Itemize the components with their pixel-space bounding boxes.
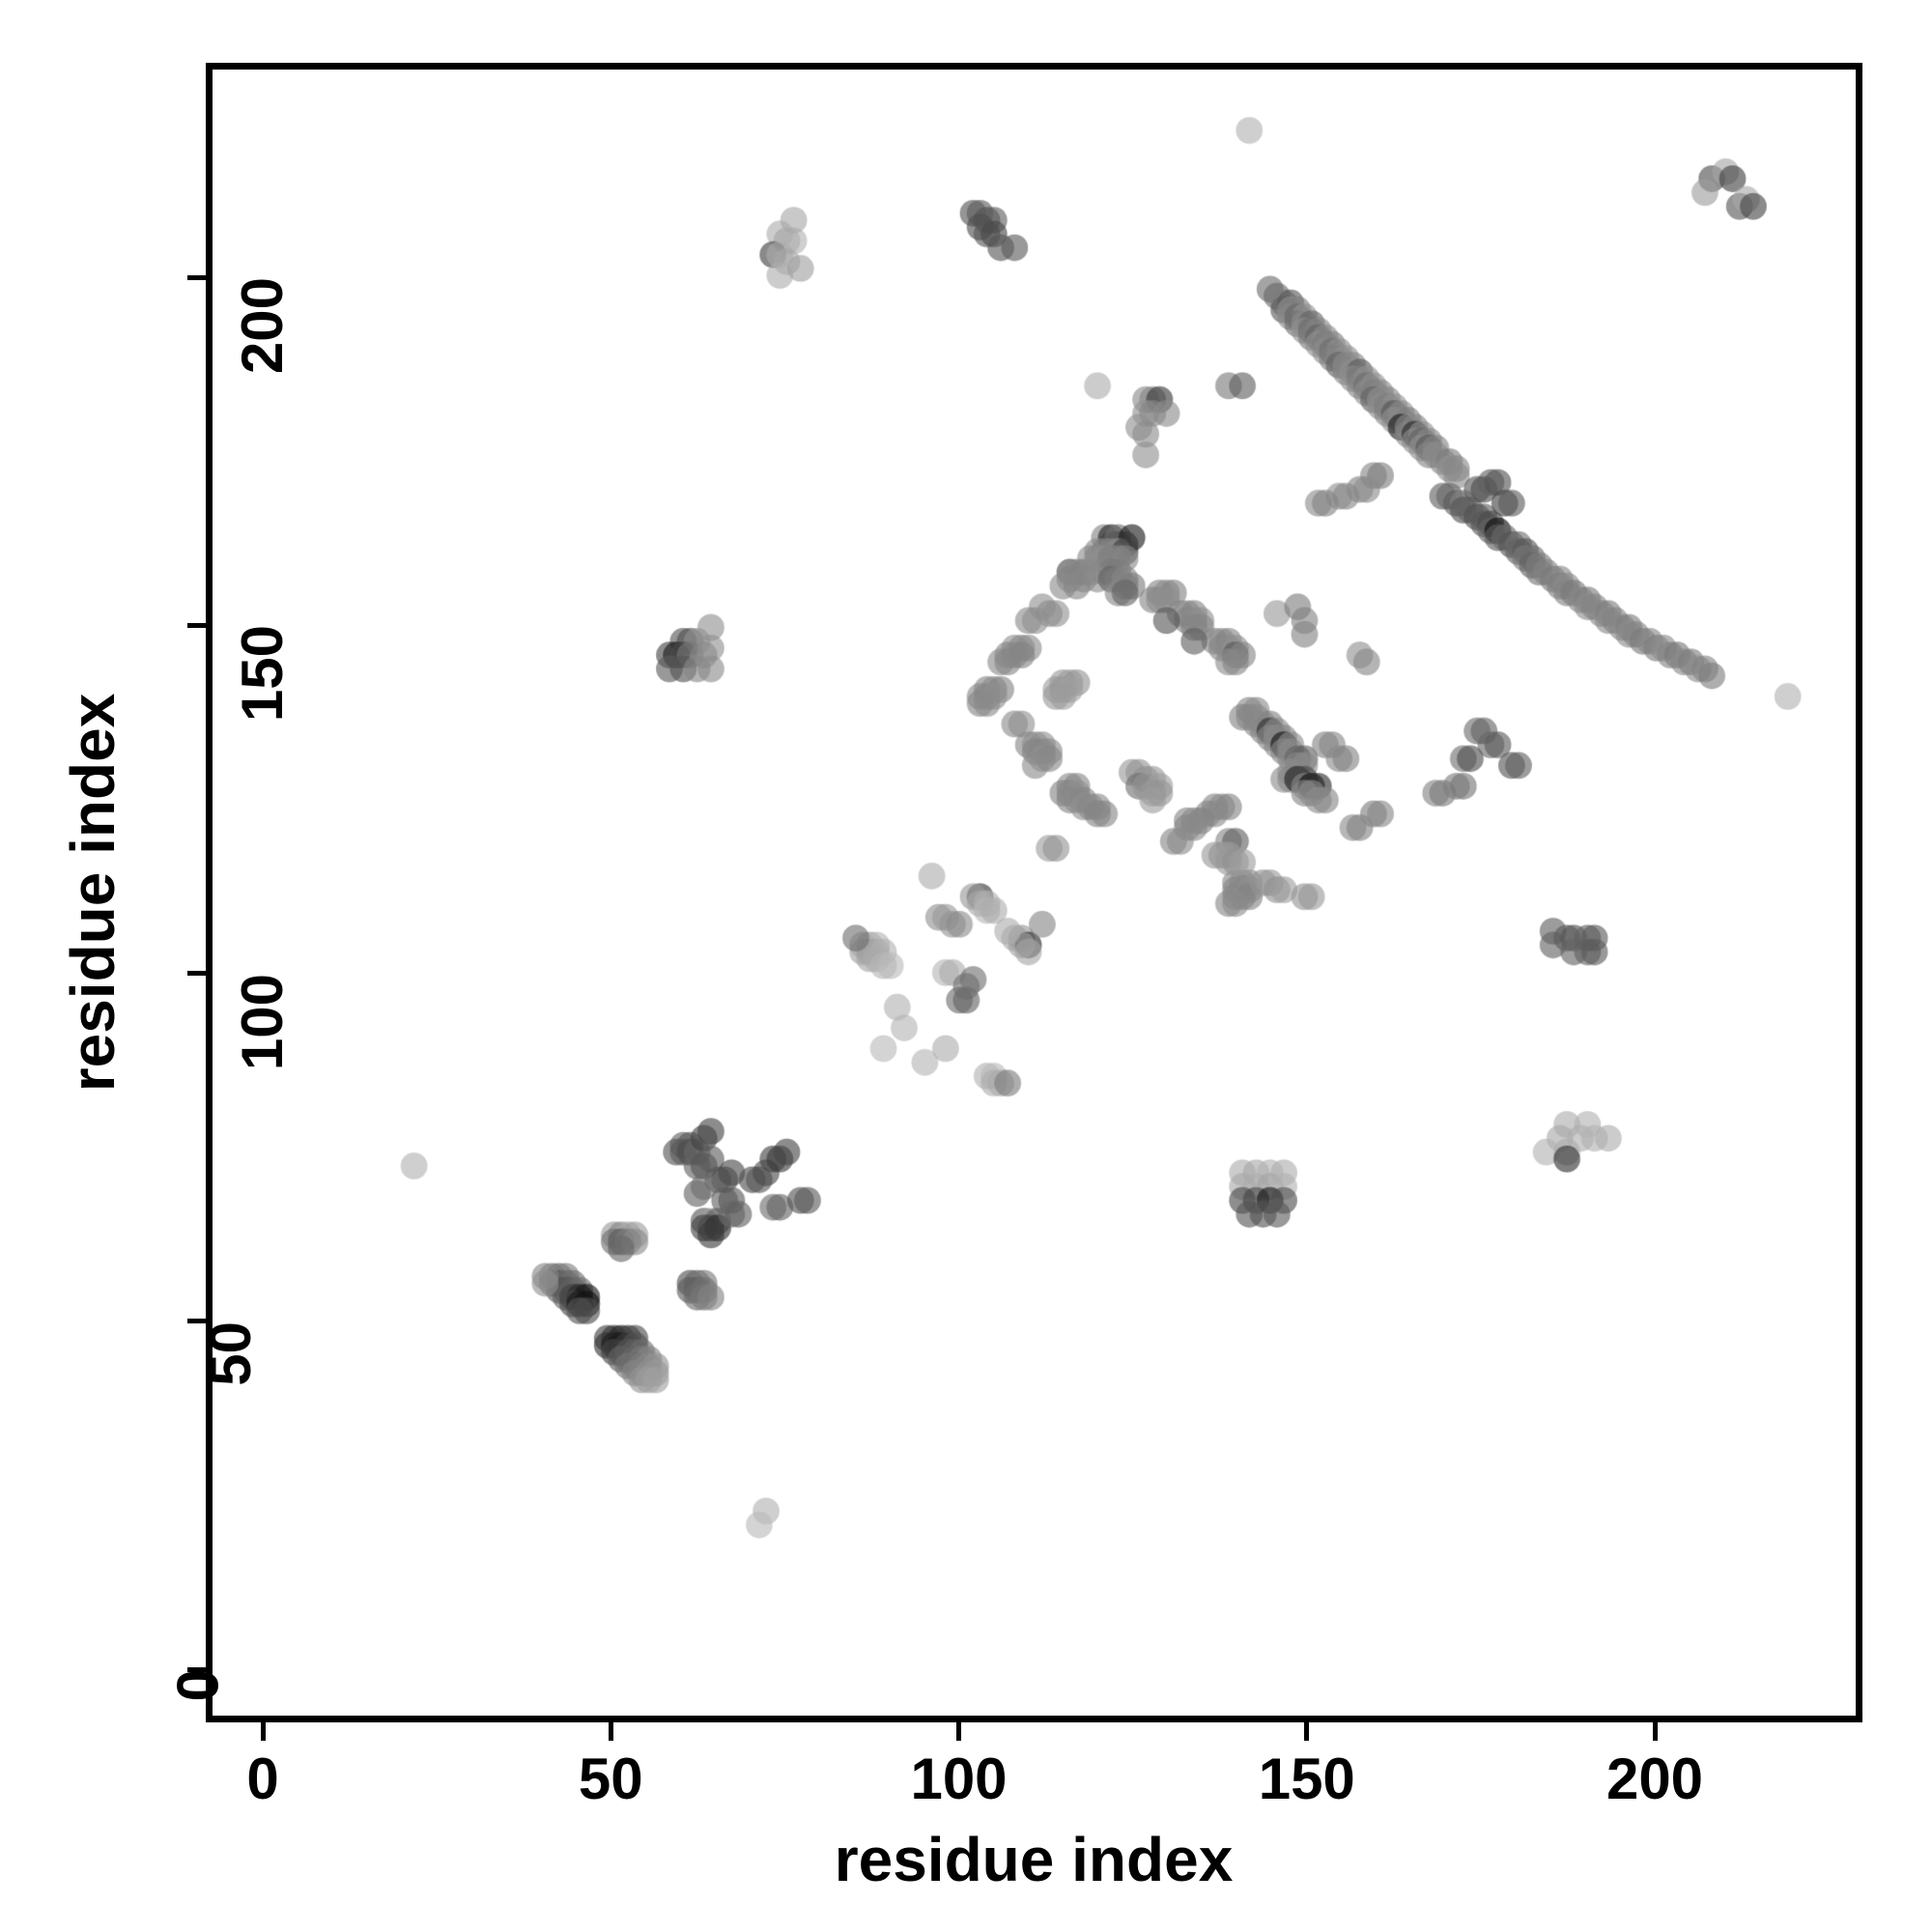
- y-tick-label: 50: [197, 1321, 263, 1386]
- y-tick-mark: [187, 622, 206, 628]
- y-tick-label: 0: [165, 1669, 231, 1702]
- y-tick-mark: [187, 1666, 206, 1672]
- scatter-plot-canvas: [213, 70, 1856, 1716]
- y-tick-label: 150: [230, 625, 296, 723]
- y-tick-mark: [187, 1319, 206, 1324]
- y-tick-label: 200: [230, 277, 296, 375]
- y-tick-mark: [187, 971, 206, 976]
- plot-frame: [206, 63, 1862, 1722]
- x-tick-label: 200: [1605, 1747, 1704, 1811]
- x-tick-mark: [1304, 1722, 1310, 1741]
- x-tick-mark: [956, 1722, 961, 1741]
- x-tick-label: 0: [246, 1747, 279, 1811]
- x-axis-title: residue index: [834, 1825, 1234, 1894]
- y-tick-mark: [187, 274, 206, 280]
- x-tick-label: 50: [578, 1747, 643, 1811]
- x-tick-mark: [260, 1722, 266, 1741]
- x-tick-mark: [608, 1722, 613, 1741]
- x-tick-label: 100: [910, 1747, 1008, 1811]
- x-tick-label: 150: [1258, 1747, 1355, 1811]
- y-tick-label: 100: [230, 973, 296, 1070]
- y-axis-title: residue index: [58, 693, 128, 1093]
- x-tick-mark: [1652, 1722, 1658, 1741]
